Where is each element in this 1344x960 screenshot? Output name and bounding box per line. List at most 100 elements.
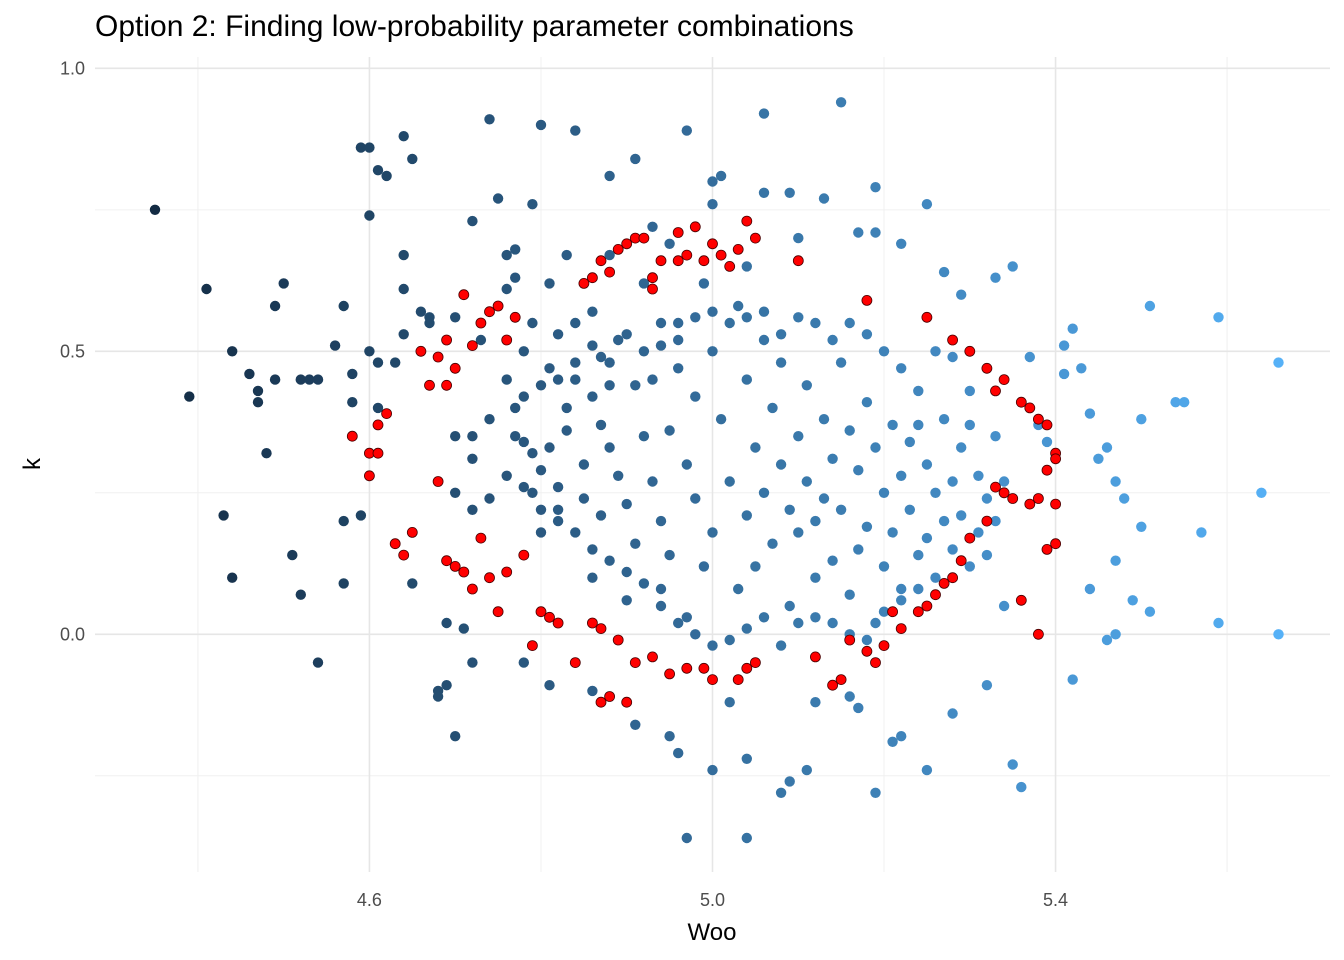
data-point — [269, 300, 281, 312]
data-point — [698, 278, 710, 289]
data-point — [450, 487, 461, 498]
data-point — [1119, 493, 1130, 504]
highlighted-point — [466, 583, 478, 595]
highlighted-point — [363, 470, 375, 482]
data-point — [810, 697, 821, 708]
data-point — [535, 119, 547, 131]
data-point — [827, 617, 838, 629]
data-point — [664, 549, 675, 561]
data-point — [758, 487, 770, 498]
data-point — [921, 764, 933, 776]
data-point — [570, 374, 581, 385]
data-point — [981, 493, 993, 504]
data-point — [733, 583, 744, 595]
data-point — [793, 527, 804, 538]
data-point — [501, 249, 512, 261]
highlighted-point — [750, 657, 761, 668]
data-point — [801, 476, 812, 487]
data-point — [510, 402, 521, 414]
data-point — [630, 719, 641, 730]
x-tick-label: 5.0 — [700, 890, 725, 910]
highlighted-point — [930, 589, 941, 601]
data-point — [535, 380, 547, 391]
highlighted-point — [372, 447, 384, 459]
data-point — [338, 578, 349, 589]
highlighted-point — [810, 651, 821, 663]
data-point — [372, 165, 384, 176]
data-point — [956, 442, 967, 453]
chart-title: Option 2: Finding low-probability parame… — [95, 10, 854, 43]
data-point — [484, 114, 495, 125]
highlighted-point — [647, 272, 658, 284]
highlighted-point — [1024, 498, 1036, 510]
data-point — [655, 317, 667, 329]
highlighted-point — [424, 379, 435, 391]
data-point — [973, 527, 984, 538]
data-point — [758, 108, 770, 119]
data-point — [518, 436, 529, 448]
data-point — [587, 340, 598, 351]
data-point — [853, 465, 864, 476]
data-point — [450, 312, 461, 323]
data-point — [707, 346, 718, 357]
data-point — [338, 300, 349, 312]
highlighted-point — [621, 696, 633, 708]
highlighted-point — [415, 345, 427, 357]
data-point — [947, 544, 958, 555]
data-point — [775, 357, 787, 368]
highlighted-point — [750, 232, 761, 244]
data-point — [1058, 368, 1070, 380]
highlighted-point — [981, 362, 993, 374]
highlighted-point — [887, 606, 898, 618]
highlighted-point — [1041, 464, 1053, 476]
data-point — [372, 402, 384, 414]
data-point — [587, 572, 598, 583]
data-point — [561, 425, 572, 436]
data-point — [595, 419, 607, 431]
data-point — [510, 272, 521, 283]
data-point — [227, 346, 238, 357]
highlighted-point — [587, 617, 598, 629]
highlighted-point — [398, 549, 410, 561]
data-point — [1273, 357, 1284, 368]
data-point — [707, 764, 718, 776]
data-point — [1007, 261, 1018, 272]
data-point — [1179, 397, 1190, 408]
highlighted-point — [449, 561, 461, 572]
data-point — [896, 363, 907, 374]
highlighted-point — [732, 674, 744, 685]
data-point — [810, 572, 821, 583]
highlighted-point — [492, 300, 504, 312]
data-point — [604, 249, 615, 261]
highlighted-point — [895, 623, 907, 634]
highlighted-point — [1050, 538, 1061, 550]
data-point — [441, 617, 452, 629]
data-point — [707, 199, 718, 210]
data-point — [664, 731, 675, 742]
data-point — [921, 199, 933, 210]
data-point — [484, 493, 495, 504]
data-point — [227, 572, 238, 583]
highlighted-point — [732, 243, 744, 255]
data-point — [707, 176, 718, 187]
highlighted-point — [672, 255, 684, 267]
data-point — [561, 249, 572, 261]
data-point — [570, 357, 581, 368]
highlighted-point — [1033, 628, 1044, 640]
data-point — [818, 493, 830, 504]
data-point — [578, 493, 590, 504]
highlighted-point — [484, 572, 495, 584]
data-point — [415, 306, 427, 317]
data-point — [793, 312, 804, 323]
y-axis-title: k — [19, 457, 46, 470]
data-point — [467, 504, 478, 515]
data-point — [587, 685, 598, 697]
data-point — [604, 442, 615, 453]
data-point — [887, 736, 898, 747]
data-point — [724, 317, 735, 329]
highlighted-point — [595, 623, 607, 634]
data-point — [775, 787, 787, 798]
data-point — [655, 583, 667, 595]
data-point — [741, 753, 752, 764]
highlighted-point — [604, 266, 615, 278]
